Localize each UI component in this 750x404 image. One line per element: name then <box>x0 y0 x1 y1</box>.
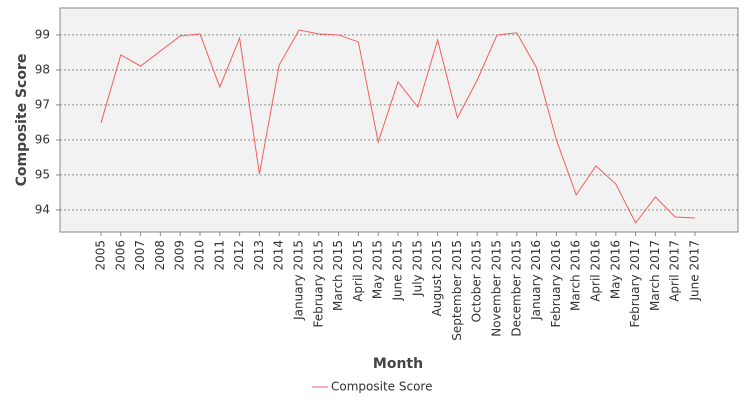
x-tick-label: November 2015 <box>490 240 504 337</box>
x-tick-label: September 2015 <box>450 240 464 341</box>
x-tick-label: April 2015 <box>351 240 365 302</box>
x-tick-label: May 2016 <box>608 240 622 299</box>
y-tick-label: 98 <box>35 62 50 76</box>
x-tick-label: March 2015 <box>331 240 345 311</box>
y-tick-label: 99 <box>35 27 50 41</box>
y-tick-label: 95 <box>35 167 50 181</box>
x-tick-label: July 2015 <box>410 240 424 297</box>
y-tick-label: 96 <box>35 132 50 146</box>
x-tick-label: August 2015 <box>430 240 444 316</box>
x-tick-label: January 2015 <box>292 240 306 321</box>
x-tick-label: 2006 <box>113 240 127 271</box>
y-axis-title: Composite Score <box>14 54 30 187</box>
x-tick-label: February 2016 <box>549 240 563 328</box>
y-tick-label: 94 <box>35 202 50 216</box>
x-tick-label: 2005 <box>94 240 108 271</box>
x-tick-label: June 2017 <box>688 240 702 302</box>
x-tick-label: April 2017 <box>668 240 682 302</box>
x-tick-label: April 2016 <box>589 240 603 302</box>
x-tick-label: March 2016 <box>569 240 583 311</box>
x-tick-label: February 2017 <box>628 240 642 328</box>
x-tick-label: June 2015 <box>391 240 405 302</box>
x-tick-label: 2009 <box>173 240 187 271</box>
x-axis-title: Month <box>373 356 423 372</box>
x-tick-label: February 2015 <box>311 240 325 328</box>
x-tick-label: 2013 <box>252 240 266 271</box>
x-tick-label: 2008 <box>153 240 167 271</box>
x-tick-label: 2012 <box>232 240 246 271</box>
y-tick-label: 97 <box>35 97 50 111</box>
x-tick-label: December 2015 <box>509 240 523 337</box>
x-tick-label: October 2015 <box>470 240 484 322</box>
x-tick-label: 2014 <box>272 240 286 271</box>
x-tick-label: 2010 <box>193 240 207 271</box>
x-tick-label: March 2017 <box>648 240 662 311</box>
x-tick-label: May 2015 <box>371 240 385 299</box>
x-tick-label: 2011 <box>212 240 226 271</box>
plot-area <box>59 7 739 233</box>
x-tick-label: 2007 <box>133 240 147 271</box>
line <box>100 29 696 224</box>
x-tick-label: January 2016 <box>529 240 543 321</box>
legend-label: Composite Score <box>331 380 432 394</box>
